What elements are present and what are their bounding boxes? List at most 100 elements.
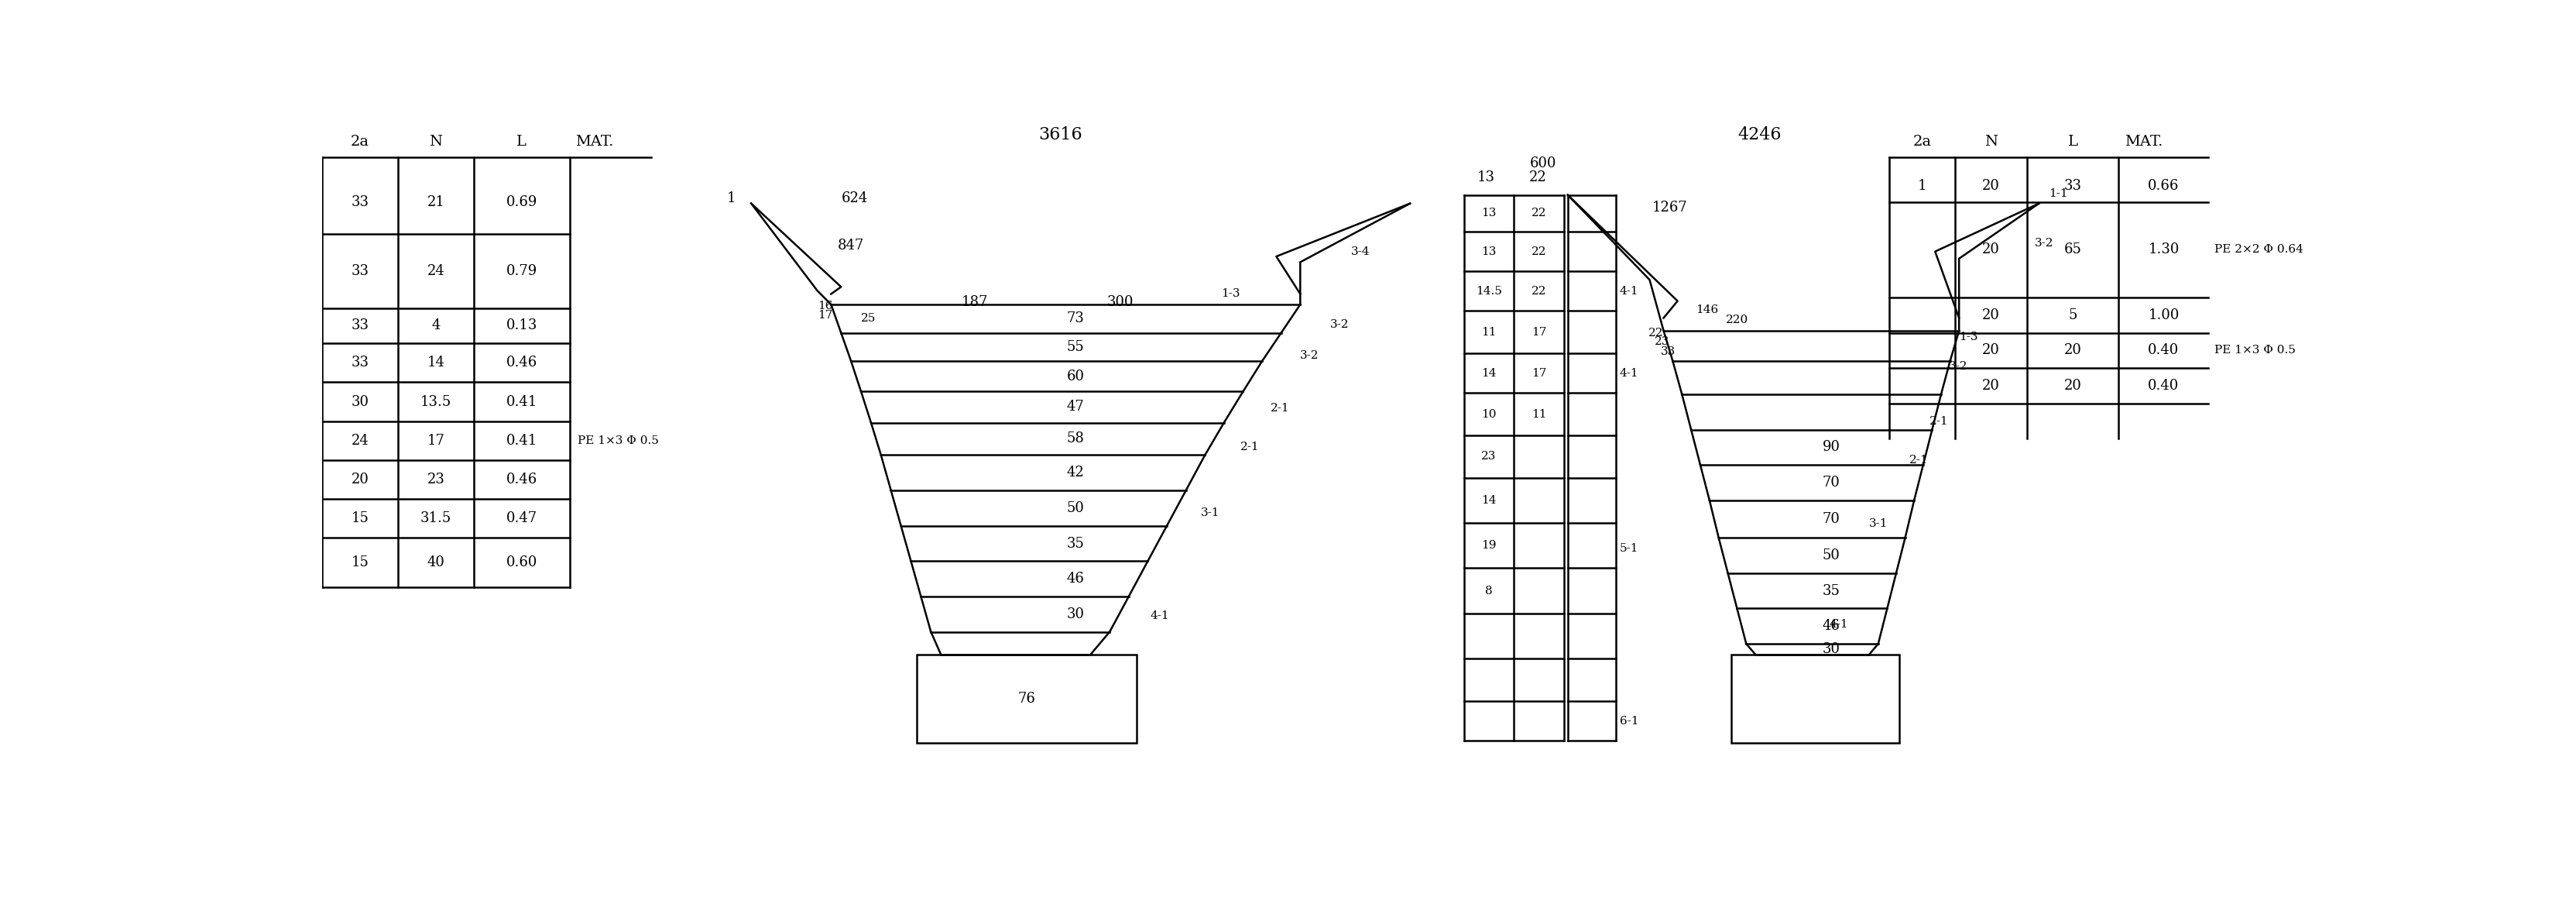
Text: 58: 58 — [1066, 431, 1084, 446]
Text: 1: 1 — [726, 192, 737, 206]
Text: 0.40: 0.40 — [2148, 379, 2179, 393]
Text: 46: 46 — [1821, 620, 1839, 633]
Text: 13.5: 13.5 — [420, 395, 451, 409]
Text: 20: 20 — [2063, 379, 2081, 393]
Text: 55: 55 — [1066, 340, 1084, 354]
Text: 3-2: 3-2 — [1950, 361, 1968, 372]
Text: 70: 70 — [1821, 512, 1839, 526]
Text: L: L — [518, 135, 526, 149]
Text: 5-1: 5-1 — [1620, 543, 1638, 554]
Text: 19: 19 — [1481, 540, 1497, 551]
Text: 47: 47 — [1066, 400, 1084, 414]
Text: 0.69: 0.69 — [505, 196, 538, 209]
Text: 0.40: 0.40 — [2148, 343, 2179, 357]
Text: 35: 35 — [1821, 584, 1839, 598]
Text: 50: 50 — [1066, 501, 1084, 515]
Text: 2-1: 2-1 — [1909, 454, 1929, 465]
Text: 90: 90 — [1821, 441, 1839, 454]
Text: 46: 46 — [1066, 572, 1084, 586]
Text: 15: 15 — [350, 555, 368, 569]
Text: 70: 70 — [1821, 476, 1839, 489]
Text: 20: 20 — [2063, 343, 2081, 357]
Text: 22: 22 — [1530, 246, 1546, 257]
Text: 11: 11 — [1481, 327, 1497, 338]
Text: 20: 20 — [1981, 343, 1999, 357]
Text: 31.5: 31.5 — [420, 511, 451, 525]
Text: MAT.: MAT. — [2125, 135, 2164, 149]
Text: 0.79: 0.79 — [505, 264, 538, 278]
Text: 33: 33 — [1662, 346, 1674, 357]
Text: 8: 8 — [1486, 586, 1492, 597]
Text: 33: 33 — [350, 264, 368, 278]
Text: 847: 847 — [837, 239, 866, 252]
Text: 35: 35 — [1066, 536, 1084, 551]
Text: 3-1: 3-1 — [1870, 519, 1888, 529]
Text: N: N — [1984, 135, 1996, 149]
Text: 0.46: 0.46 — [505, 473, 538, 487]
Text: 0.66: 0.66 — [2148, 179, 2179, 193]
Text: 2a: 2a — [350, 135, 368, 149]
Text: 3-1: 3-1 — [1200, 508, 1218, 519]
Text: 624: 624 — [842, 192, 868, 206]
Text: 3-4: 3-4 — [1350, 246, 1370, 257]
Text: 1: 1 — [1917, 179, 1927, 193]
Text: 40: 40 — [428, 555, 446, 569]
Text: 2-1: 2-1 — [1929, 416, 1947, 427]
Text: 2-1: 2-1 — [1270, 403, 1291, 414]
Text: 20: 20 — [1981, 179, 1999, 193]
Text: 76: 76 — [1018, 691, 1036, 706]
Text: PE 1×3 Φ 0.5: PE 1×3 Φ 0.5 — [2215, 345, 2295, 356]
Text: 20: 20 — [1981, 308, 1999, 322]
Text: 30: 30 — [350, 395, 368, 409]
Text: 14.5: 14.5 — [1476, 285, 1502, 297]
Text: 4-1: 4-1 — [1620, 285, 1638, 297]
Text: 2-1: 2-1 — [1242, 442, 1260, 453]
Text: 146: 146 — [1695, 304, 1718, 315]
Text: 30: 30 — [1821, 643, 1839, 656]
Text: 1.30: 1.30 — [2148, 242, 2179, 257]
Text: 6-1: 6-1 — [1620, 715, 1638, 726]
Text: 14: 14 — [1481, 368, 1497, 378]
Text: 23: 23 — [1654, 337, 1669, 347]
Text: 4-1: 4-1 — [1151, 610, 1170, 621]
Text: 17: 17 — [1530, 327, 1546, 338]
Text: 0.13: 0.13 — [505, 319, 538, 332]
Text: 42: 42 — [1066, 465, 1084, 480]
Text: 4-1: 4-1 — [1620, 368, 1638, 378]
Text: 3-2: 3-2 — [1301, 350, 1319, 361]
Text: 25: 25 — [860, 313, 876, 324]
Text: 1.00: 1.00 — [2148, 308, 2179, 322]
Text: 4-1: 4-1 — [1829, 620, 1850, 630]
Text: 20: 20 — [1981, 242, 1999, 257]
Text: 300: 300 — [1108, 296, 1133, 309]
Text: 33: 33 — [350, 196, 368, 209]
Text: 15: 15 — [350, 511, 368, 525]
Text: 13: 13 — [1476, 171, 1494, 185]
Text: 4246: 4246 — [1739, 127, 1780, 143]
Text: 33: 33 — [2063, 179, 2081, 193]
Text: 73: 73 — [1066, 312, 1084, 326]
Text: 0.46: 0.46 — [505, 356, 538, 370]
Text: 14: 14 — [1481, 495, 1497, 506]
Text: 22: 22 — [1530, 285, 1546, 297]
Text: 17: 17 — [428, 433, 446, 448]
Bar — [1731, 655, 1899, 743]
Text: 0.60: 0.60 — [505, 555, 538, 569]
Text: 187: 187 — [961, 296, 989, 309]
Text: 0.41: 0.41 — [505, 433, 538, 448]
Text: 13: 13 — [1481, 246, 1497, 257]
Text: 4: 4 — [430, 319, 440, 332]
Text: 50: 50 — [1821, 549, 1839, 563]
Text: 33: 33 — [350, 356, 368, 370]
Text: 10: 10 — [1481, 409, 1497, 420]
Text: 20: 20 — [350, 473, 368, 487]
Text: 600: 600 — [1530, 156, 1556, 170]
Text: PE 1×3 Φ 0.5: PE 1×3 Φ 0.5 — [577, 435, 659, 446]
Text: 22: 22 — [1649, 328, 1664, 338]
Text: L: L — [2069, 135, 2079, 149]
Text: 14: 14 — [428, 356, 446, 370]
Text: 65: 65 — [2063, 242, 2081, 257]
Text: N: N — [430, 135, 443, 149]
Text: 0.41: 0.41 — [505, 395, 538, 409]
Text: 24: 24 — [350, 433, 368, 448]
